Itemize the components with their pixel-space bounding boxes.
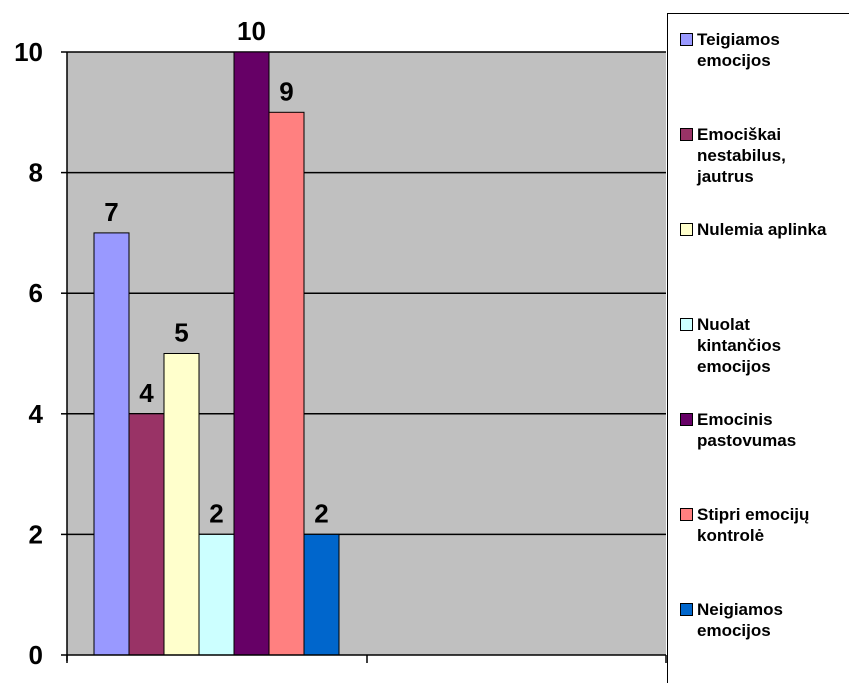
legend-swatch (680, 413, 693, 426)
data-label: 7 (104, 197, 118, 227)
bar (303, 533, 340, 656)
legend: Teigiamos emocijos Emociškai nestabilus, … (667, 13, 849, 683)
data-label: 9 (279, 76, 293, 106)
legend-item: Teigiamos emocijos (680, 29, 849, 71)
legend-label: Emociškai nestabilus, jautrus (697, 125, 786, 186)
legend-item: Nulemia aplinka (680, 219, 849, 240)
bar (268, 111, 305, 656)
legend-swatch (680, 128, 693, 141)
legend-label: Neigiamos emocijos (697, 600, 783, 640)
legend-swatch (680, 318, 693, 331)
legend-item: Emociškai nestabilus, jautrus (680, 124, 849, 187)
data-label: 10 (237, 16, 266, 46)
bar (233, 51, 270, 656)
legend-item: Neigiamos emocijos (680, 599, 849, 641)
legend-label: Nuolat kintančios emocijos (697, 315, 782, 376)
bar (198, 533, 235, 656)
bars-group (93, 51, 340, 656)
bar (93, 232, 130, 656)
bar (163, 353, 200, 656)
y-tick-label: 4 (29, 399, 44, 429)
legend-item: Stipri emocijų kontrolė (680, 504, 849, 546)
data-labels-group: 7 45 2 10 9 2 (104, 16, 328, 528)
y-tick-label: 10 (14, 37, 43, 67)
legend-swatch (680, 33, 693, 46)
legend-swatch (680, 603, 693, 616)
data-label: 2 (314, 498, 328, 528)
legend-item: Emocinis pastovumas (680, 409, 849, 451)
y-tick-label: 2 (29, 519, 43, 549)
y-tick-label: 0 (29, 640, 43, 670)
data-label: 2 (209, 498, 223, 528)
axes (61, 51, 667, 663)
legend-label: Nulemia aplinka (697, 220, 827, 239)
legend-label: Teigiamos emocijos (697, 30, 780, 70)
y-tick-label: 6 (29, 278, 43, 308)
legend-swatch (680, 223, 693, 236)
legend-swatch (680, 508, 693, 521)
data-label: 5 (174, 318, 188, 348)
data-label: 4 (139, 378, 154, 408)
y-tick-labels: 0 2 4 6 8 10 (14, 37, 43, 670)
bar (128, 413, 165, 656)
y-tick-label: 8 (29, 158, 43, 188)
legend-label: Stipri emocijų kontrolė (697, 505, 810, 545)
legend-label: Emocinis pastovumas (697, 410, 797, 450)
legend-item: Nuolat kintančios emocijos (680, 314, 849, 377)
